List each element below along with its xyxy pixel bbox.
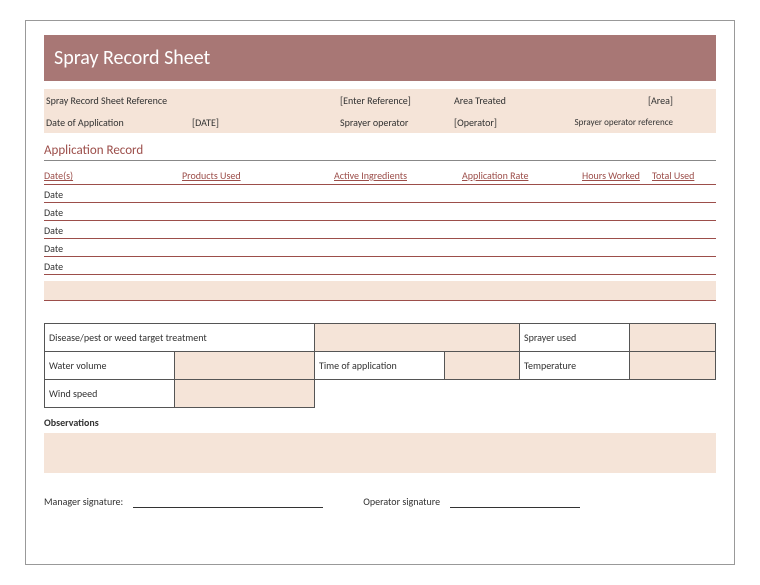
operator-sig-line[interactable] [450, 496, 580, 508]
column-headers: Date(s) Products Used Active Ingredients… [44, 169, 716, 185]
summary-block [44, 281, 716, 301]
time-app-value[interactable] [445, 352, 520, 380]
disease-value[interactable] [315, 324, 520, 352]
manager-sig-label: Manager signature: [44, 495, 123, 508]
table-row[interactable]: Date [44, 221, 716, 239]
col-rate: Application Rate [462, 169, 582, 182]
ref-value[interactable]: [Enter Reference] [338, 89, 452, 111]
col-hours: Hours Worked [582, 169, 652, 182]
temperature-value[interactable] [630, 352, 716, 380]
page-title: Spray Record Sheet [54, 46, 210, 70]
table-row[interactable]: Date [44, 239, 716, 257]
row-date: Date [44, 258, 182, 273]
operator-sig-label: Operator signature [363, 495, 440, 508]
page-frame: Spray Record Sheet Spray Record Sheet Re… [25, 20, 735, 565]
observations-label: Observations [44, 416, 716, 429]
sprayer-used-value[interactable] [630, 324, 716, 352]
wind-speed-label: Wind speed [45, 380, 175, 408]
wind-speed-value[interactable] [175, 380, 315, 408]
disease-label: Disease/pest or weed target treatment [45, 324, 315, 352]
table-row[interactable]: Date [44, 203, 716, 221]
col-dates: Date(s) [44, 169, 182, 182]
col-total: Total Used [652, 169, 716, 182]
row-date: Date [44, 240, 182, 255]
col-products: Products Used [182, 169, 334, 182]
col-ingredients: Active Ingredients [334, 169, 462, 182]
table-row[interactable]: Date [44, 257, 716, 275]
date-value[interactable]: [DATE] [192, 116, 219, 129]
detail-table: Disease/pest or weed target treatment Sp… [44, 323, 716, 408]
temperature-label: Temperature [520, 352, 630, 380]
ref-label: Spray Record Sheet Reference [44, 89, 192, 111]
row-date: Date [44, 222, 182, 237]
row-date: Date [44, 204, 182, 219]
water-volume-value[interactable] [175, 352, 315, 380]
area-value[interactable]: [Area] [547, 89, 677, 111]
time-app-label: Time of application [315, 352, 445, 380]
header-bar: Spray Record Sheet [44, 35, 716, 81]
section-title: Application Record [44, 143, 716, 161]
table-row[interactable]: Date [44, 185, 716, 203]
opref-label: Sprayer operator reference [547, 111, 677, 133]
manager-sig-line[interactable] [133, 496, 323, 508]
info-grid: Spray Record Sheet Reference [Enter Refe… [44, 89, 716, 133]
operator-value[interactable]: [Operator] [452, 111, 547, 133]
date-label: Date of Application [44, 111, 192, 133]
sprayer-used-label: Sprayer used [520, 324, 630, 352]
area-label: Area Treated [452, 89, 547, 111]
observations-box[interactable] [44, 433, 716, 473]
water-volume-label: Water volume [45, 352, 175, 380]
operator-label: Sprayer operator [338, 111, 452, 133]
row-date: Date [44, 186, 182, 201]
signature-row: Manager signature: Operator signature [44, 495, 716, 508]
